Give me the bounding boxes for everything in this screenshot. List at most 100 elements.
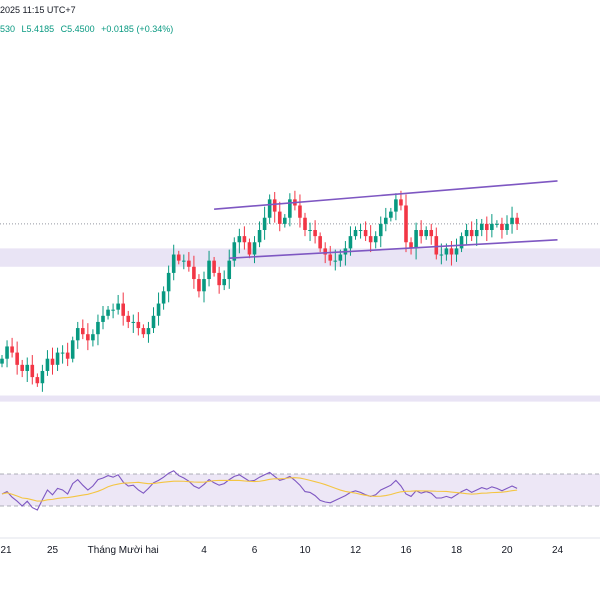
candle-body-16 xyxy=(81,328,85,335)
candle-37 xyxy=(187,252,191,272)
candle-body-88 xyxy=(444,248,449,255)
candle-63 xyxy=(318,232,322,253)
candle-body-64 xyxy=(323,248,327,255)
x-tick-label-4: 6 xyxy=(252,545,258,556)
candle-23 xyxy=(116,294,120,315)
candle-78 xyxy=(394,193,398,221)
candle-91 xyxy=(459,232,464,253)
candle-45 xyxy=(227,249,232,289)
candle-85 xyxy=(429,223,434,245)
candle-body-23 xyxy=(116,303,120,310)
candle-41 xyxy=(207,250,211,287)
candle-43 xyxy=(217,266,221,294)
candle-body-51 xyxy=(257,230,262,243)
candle-body-39 xyxy=(197,279,201,292)
candle-body-24 xyxy=(121,303,125,316)
header-change: +0.0185 (+0.34%) xyxy=(101,24,173,34)
candlesticks xyxy=(0,190,519,392)
candle-62 xyxy=(313,220,317,244)
candle-33 xyxy=(166,265,171,303)
candle-body-67 xyxy=(338,254,343,261)
candle-body-3 xyxy=(15,352,19,365)
candle-59 xyxy=(298,194,302,228)
candle-93 xyxy=(469,221,474,242)
candle-body-75 xyxy=(378,223,383,237)
candle-body-2 xyxy=(10,346,14,353)
candle-body-10 xyxy=(50,358,55,365)
candle-body-45 xyxy=(227,260,232,280)
candle-101 xyxy=(510,206,514,234)
trend-channel[interactable] xyxy=(214,180,558,259)
candle-10 xyxy=(50,347,55,375)
candle-100 xyxy=(505,215,509,235)
x-tick-label-5: 10 xyxy=(299,545,311,556)
candle-body-72 xyxy=(363,230,368,237)
candle-body-18 xyxy=(91,334,95,341)
channel-upper-line xyxy=(214,180,558,210)
candle-8 xyxy=(40,364,45,392)
candle-body-82 xyxy=(414,230,418,249)
candle-94 xyxy=(474,218,479,246)
candle-80 xyxy=(404,194,408,253)
candle-body-41 xyxy=(207,260,211,280)
rsi-line xyxy=(1,470,518,511)
x-tick-label-2: Tháng Mười hai xyxy=(88,545,159,556)
candle-34 xyxy=(171,244,176,281)
candle-73 xyxy=(368,225,373,253)
candle-body-48 xyxy=(242,236,247,243)
candle-66 xyxy=(333,249,338,271)
candle-body-26 xyxy=(131,321,136,323)
candle-14 xyxy=(70,336,75,363)
candle-99 xyxy=(500,217,504,239)
candle-body-25 xyxy=(126,315,131,322)
candle-body-15 xyxy=(75,328,80,341)
candle-body-4 xyxy=(20,364,24,371)
candle-body-95 xyxy=(479,223,484,230)
candle-body-69 xyxy=(348,236,353,249)
candle-body-57 xyxy=(288,199,292,218)
candle-47 xyxy=(237,228,242,254)
header-close: C5.4500 xyxy=(61,24,95,34)
candle-body-94 xyxy=(474,230,479,237)
candle-body-102 xyxy=(515,217,519,224)
candle-body-19 xyxy=(96,321,100,335)
candle-body-66 xyxy=(333,260,338,262)
candle-74 xyxy=(373,231,378,249)
candle-body-43 xyxy=(217,272,221,286)
candle-body-5 xyxy=(25,364,30,371)
candle-9 xyxy=(45,350,50,376)
candle-body-32 xyxy=(161,291,166,304)
candle-body-11 xyxy=(55,352,60,365)
candle-body-90 xyxy=(454,248,459,255)
candle-5 xyxy=(25,357,30,382)
candle-body-83 xyxy=(419,230,423,237)
header-datetime: 2025 11:15 UTC+7 xyxy=(0,5,76,15)
candle-body-47 xyxy=(237,236,242,243)
candle-body-65 xyxy=(328,254,333,261)
candle-body-7 xyxy=(35,377,40,384)
candle-body-96 xyxy=(485,223,489,230)
candle-body-89 xyxy=(449,248,454,255)
candle-body-8 xyxy=(40,370,45,384)
candle-0 xyxy=(0,355,4,368)
candle-60 xyxy=(303,212,307,237)
rsi-ma-line xyxy=(1,477,518,502)
candle-7 xyxy=(35,373,40,387)
x-axis: 21 25 Tháng Mười hai 4 6 10 12 16 18 20 24 xyxy=(0,537,600,556)
candle-body-34 xyxy=(171,254,176,273)
candle-body-99 xyxy=(500,223,504,230)
candle-54 xyxy=(272,192,277,223)
candle-16 xyxy=(81,319,85,340)
candle-body-33 xyxy=(166,272,171,292)
candle-body-29 xyxy=(146,328,151,335)
candle-body-98 xyxy=(495,223,499,225)
candle-102 xyxy=(515,212,519,230)
candle-body-87 xyxy=(439,254,444,256)
candle-28 xyxy=(141,324,146,338)
candle-body-93 xyxy=(469,230,474,237)
candle-body-50 xyxy=(252,242,257,255)
candle-6 xyxy=(30,355,35,385)
candle-25 xyxy=(126,310,131,329)
